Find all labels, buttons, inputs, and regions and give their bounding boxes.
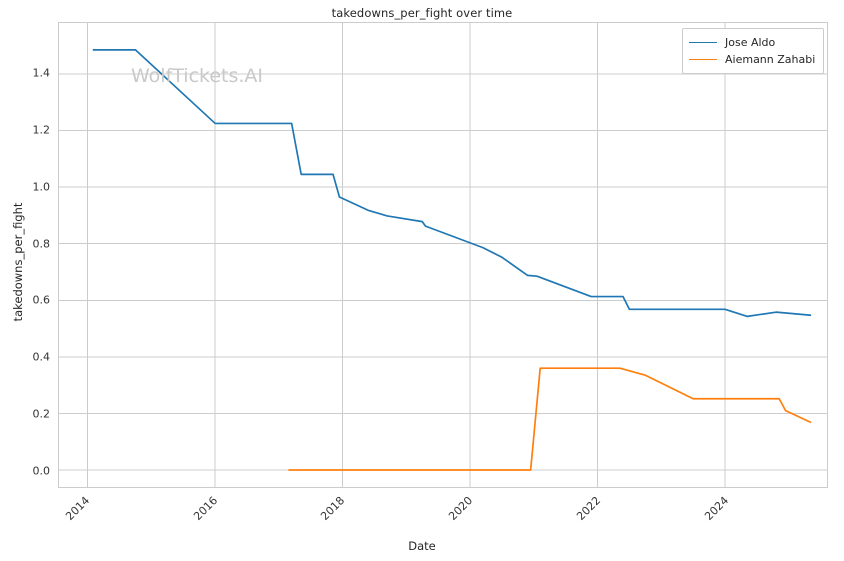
legend-label: Jose Aldo [725,36,776,49]
series-line [92,49,812,318]
x-tick-label: 2020 [446,494,476,523]
legend-color-swatch [689,42,717,43]
plot-area: WolfTickets.AI [58,22,828,488]
y-tick-label: 0.2 [32,407,51,421]
legend-color-swatch [689,59,717,60]
series-line [288,367,812,471]
legend-item[interactable]: Jose Aldo [689,34,815,51]
x-tick-label: 2022 [574,494,604,523]
x-tick-label: 2014 [62,494,92,523]
chart-legend: Jose Aldo Aiemann Zahabi [682,28,825,74]
y-tick-label: 1.4 [32,66,51,80]
x-axis-label: Date [408,539,436,553]
grid-lines [59,23,827,487]
y-tick-label: 1.2 [32,123,51,137]
legend-label: Aiemann Zahabi [725,53,816,66]
legend-item[interactable]: Aiemann Zahabi [689,51,815,68]
data-lines [92,49,812,471]
y-tick-label: 0.0 [32,464,51,478]
x-tick-label: 2024 [701,494,731,523]
x-tick-label: 2016 [190,494,220,523]
y-tick-label: 0.4 [32,350,51,364]
chart-title: takedowns_per_fight over time [331,6,513,20]
y-tick-label: 0.6 [32,293,51,307]
y-tick-label: 1.0 [32,180,51,194]
y-axis-label: takedowns_per_fight [11,202,25,322]
x-tick-label: 2018 [318,494,348,523]
y-tick-label: 0.8 [32,237,51,251]
